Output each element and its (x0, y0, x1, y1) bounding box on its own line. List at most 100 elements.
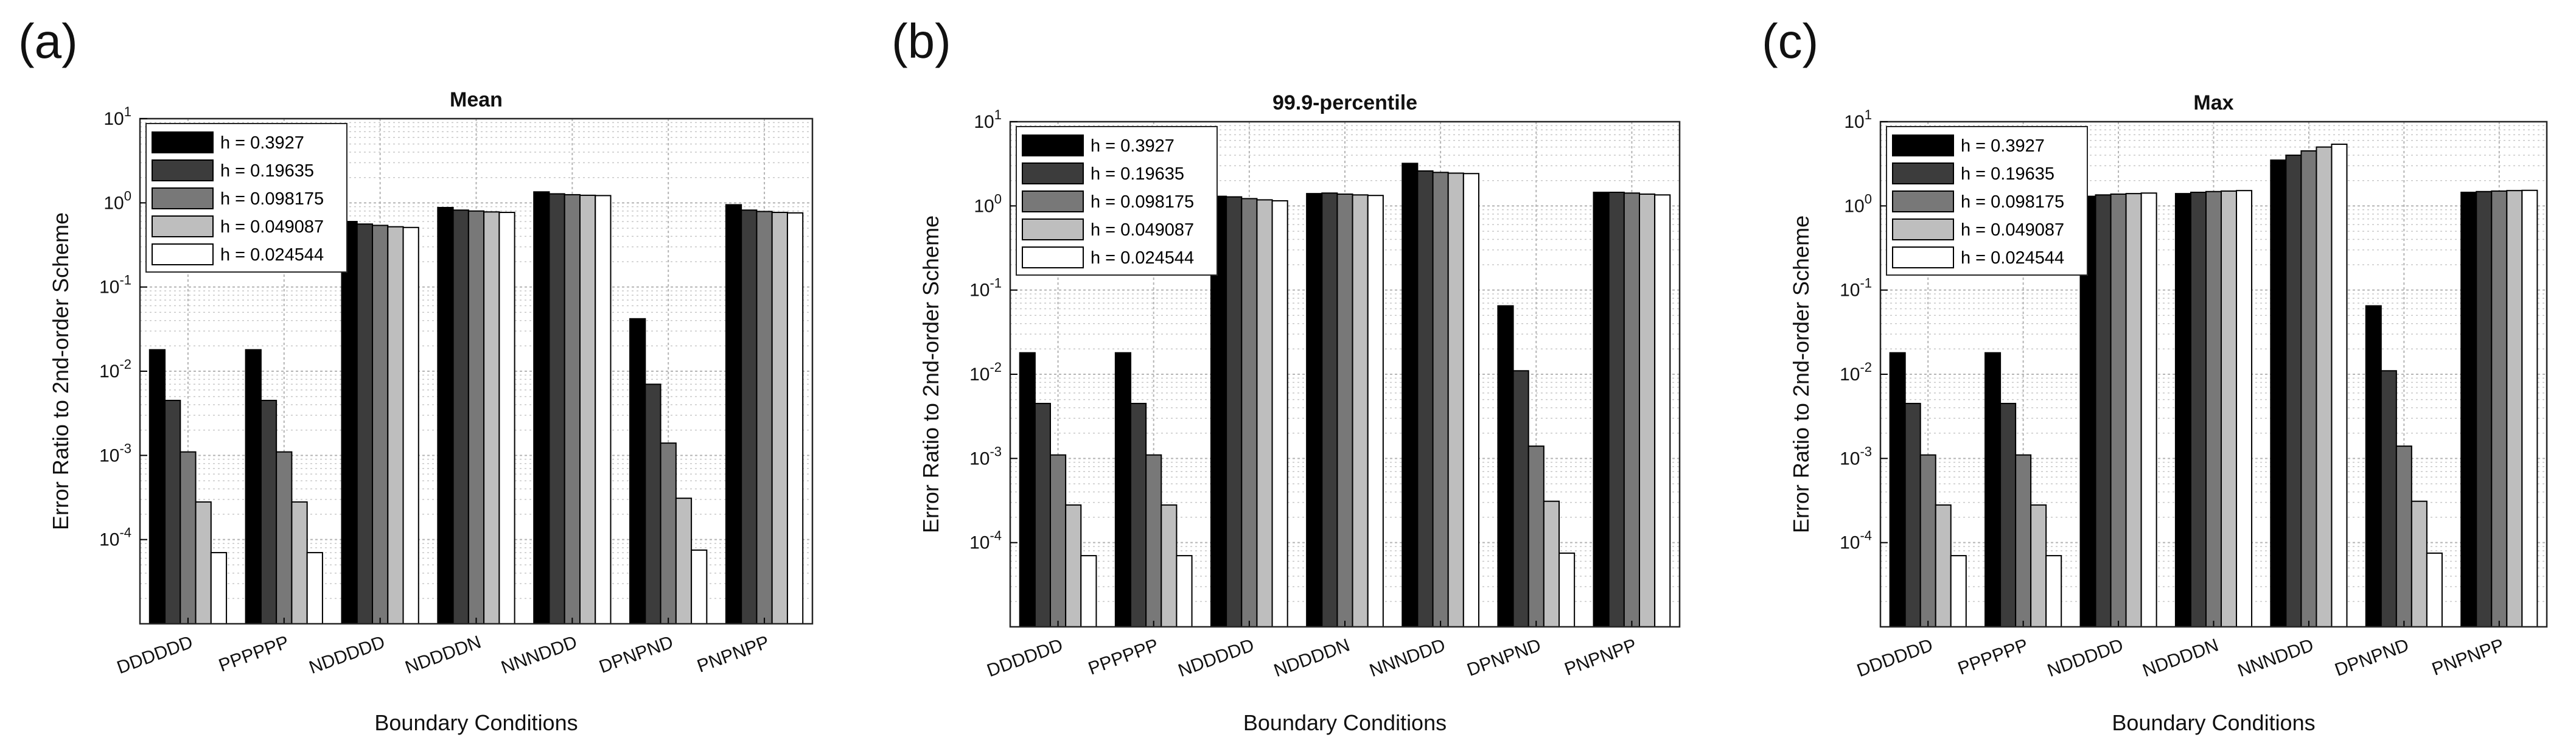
bar-nddddn-series-2 (452, 209, 469, 624)
bar-nddddd-series-5 (2140, 192, 2157, 627)
bar-dddddd-series-3 (1919, 454, 1936, 628)
y-tick-label: 10-1 (969, 276, 1002, 301)
x-tick-label: PPPPPP (216, 632, 291, 676)
bar-dpnpnd-series-3 (2395, 445, 2412, 627)
y-axis-label: Error Ratio to 2nd-order Scheme (48, 212, 73, 530)
legend-swatch (152, 131, 214, 153)
bar-dddddd-series-2 (1904, 402, 1921, 628)
bar-pnpnpp-series-5 (2521, 189, 2538, 627)
bar-dddddd-series-4 (195, 501, 212, 625)
legend-swatch (1022, 134, 1084, 156)
bar-nddddd-series-4 (1256, 199, 1273, 627)
bar-nddddd-series-5 (1271, 200, 1288, 627)
bar-pppppp-series-4 (2030, 504, 2047, 628)
bar-pppppp-series-3 (276, 451, 293, 625)
x-tick-label: PNPNPP (694, 632, 772, 677)
panel-c: (c) DDDDDD PPPPPP NDDDDD NDDDDN NNNDDD DPNPND P… (1762, 14, 2548, 735)
y-tick-mantissa: 10 (969, 365, 990, 385)
x-tick-label: PPPPPP (1086, 635, 1161, 679)
legend-swatch (1892, 162, 1954, 184)
bar-nnnddd-series-1 (2270, 159, 2287, 627)
bar-nddddn-series-2 (1321, 192, 1338, 627)
x-tick-label: NDDDDD (2045, 635, 2126, 681)
bar-nddddd-series-2 (2095, 194, 2112, 627)
x-tick-label: NDDDDD (307, 632, 388, 678)
bar-pppppp-series-5 (306, 552, 323, 625)
y-tick-label: 10-1 (1840, 276, 1872, 301)
bar-pppppp-series-1 (245, 349, 262, 624)
bar-nddddd-series-1 (341, 221, 358, 624)
bar-nddddd-series-3 (1241, 198, 1258, 627)
y-tick-mantissa: 10 (969, 449, 990, 469)
y-tick-mantissa: 10 (1840, 533, 1860, 553)
bar-nddddn-series-1 (2174, 193, 2191, 627)
y-tick-label: 10-2 (1840, 360, 1872, 385)
legend-entry: h = 0.098175 (220, 189, 324, 209)
legend: h = 0.3927 h = 0.19635 h = 0.098175 h = 0.0… (1016, 126, 1218, 276)
bar-nnnddd-series-4 (2316, 146, 2333, 628)
y-tick-mantissa: 10 (103, 193, 124, 213)
legend-entry: h = 0.19635 (1961, 164, 2054, 184)
x-tick-label: PNPNPP (2429, 635, 2507, 680)
x-tick-label: NDDDDD (1176, 635, 1257, 681)
y-tick-exponent: -4 (119, 525, 131, 540)
bar-dddddd-series-2 (164, 399, 181, 625)
bar-pppppp-series-2 (2000, 402, 2017, 628)
y-tick-exponent: -4 (1860, 528, 1872, 543)
legend-swatch (1892, 218, 1954, 240)
y-tick-exponent: -1 (990, 276, 1002, 291)
y-axis-label: Error Ratio to 2nd-order Scheme (918, 215, 943, 533)
x-tick-label: NNNDDD (1367, 635, 1448, 681)
bars (148, 191, 804, 625)
legend-swatch (1022, 246, 1084, 268)
bar-pnpnpp-series-2 (1608, 192, 1625, 628)
bar-pnpnpp-series-1 (725, 204, 742, 624)
bar-dpnpnd-series-5 (1559, 552, 1576, 627)
bar-pnpnpp-series-4 (771, 212, 788, 624)
y-tick-label: 101 (1844, 107, 1872, 132)
bar-nddddd-series-3 (372, 225, 389, 625)
x-tick-label: NDDDDN (2140, 635, 2221, 681)
bar-dddddd-series-4 (1065, 504, 1082, 628)
bar-dpnpnd-series-5 (2426, 552, 2443, 627)
legend-swatch (1892, 246, 1954, 268)
y-tick-exponent: 0 (994, 191, 1002, 206)
x-tick-label: DDDDDD (114, 632, 195, 678)
y-tick-exponent: -3 (1860, 444, 1872, 459)
y-tick-exponent: -3 (990, 444, 1002, 459)
y-tick-label: 100 (103, 188, 131, 213)
y-tick-exponent: -1 (119, 273, 131, 288)
y-tick-mantissa: 10 (99, 361, 119, 382)
bar-nddddn-series-5 (498, 212, 515, 624)
y-tick-mantissa: 10 (1844, 112, 1864, 132)
y-tick-mantissa: 10 (103, 109, 124, 129)
bar-pnpnpp-series-3 (2491, 190, 2508, 627)
bar-pppppp-series-4 (291, 501, 308, 625)
legend-entry: h = 0.049087 (1961, 220, 2064, 240)
chart-title: Mean (450, 88, 503, 111)
bar-nddddn-series-5 (2236, 190, 2253, 628)
x-tick-label: DDDDDD (1854, 635, 1935, 681)
bar-dpnpnd-series-2 (1512, 370, 1529, 627)
legend-swatch (1892, 190, 1954, 212)
bar-dpnpnd-series-4 (2410, 500, 2428, 627)
bar-nddddn-series-3 (1336, 193, 1353, 627)
bar-nnnddd-series-5 (595, 195, 612, 624)
legend-entry: h = 0.024544 (1961, 248, 2064, 268)
y-tick-exponent: 0 (1865, 191, 1872, 206)
bar-nddddd-series-2 (1226, 196, 1243, 627)
bar-dpnpnd-series-3 (1527, 445, 1545, 627)
y-tick-mantissa: 10 (1840, 449, 1860, 469)
bar-dpnpnd-series-3 (660, 442, 677, 624)
bar-dddddd-series-1 (148, 349, 166, 624)
legend-swatch (1022, 162, 1084, 184)
legend-entry: h = 0.049087 (1091, 220, 1194, 240)
y-tick-exponent: -2 (990, 360, 1002, 375)
y-axis-label: Error Ratio to 2nd-order Scheme (1789, 215, 1813, 533)
bar-dddddd-series-3 (180, 451, 197, 625)
y-tick-exponent: -2 (1860, 360, 1872, 375)
bar-nddddn-series-4 (1352, 194, 1369, 627)
panel-label: (a) (18, 14, 78, 68)
bar-nnnddd-series-4 (1447, 172, 1464, 627)
